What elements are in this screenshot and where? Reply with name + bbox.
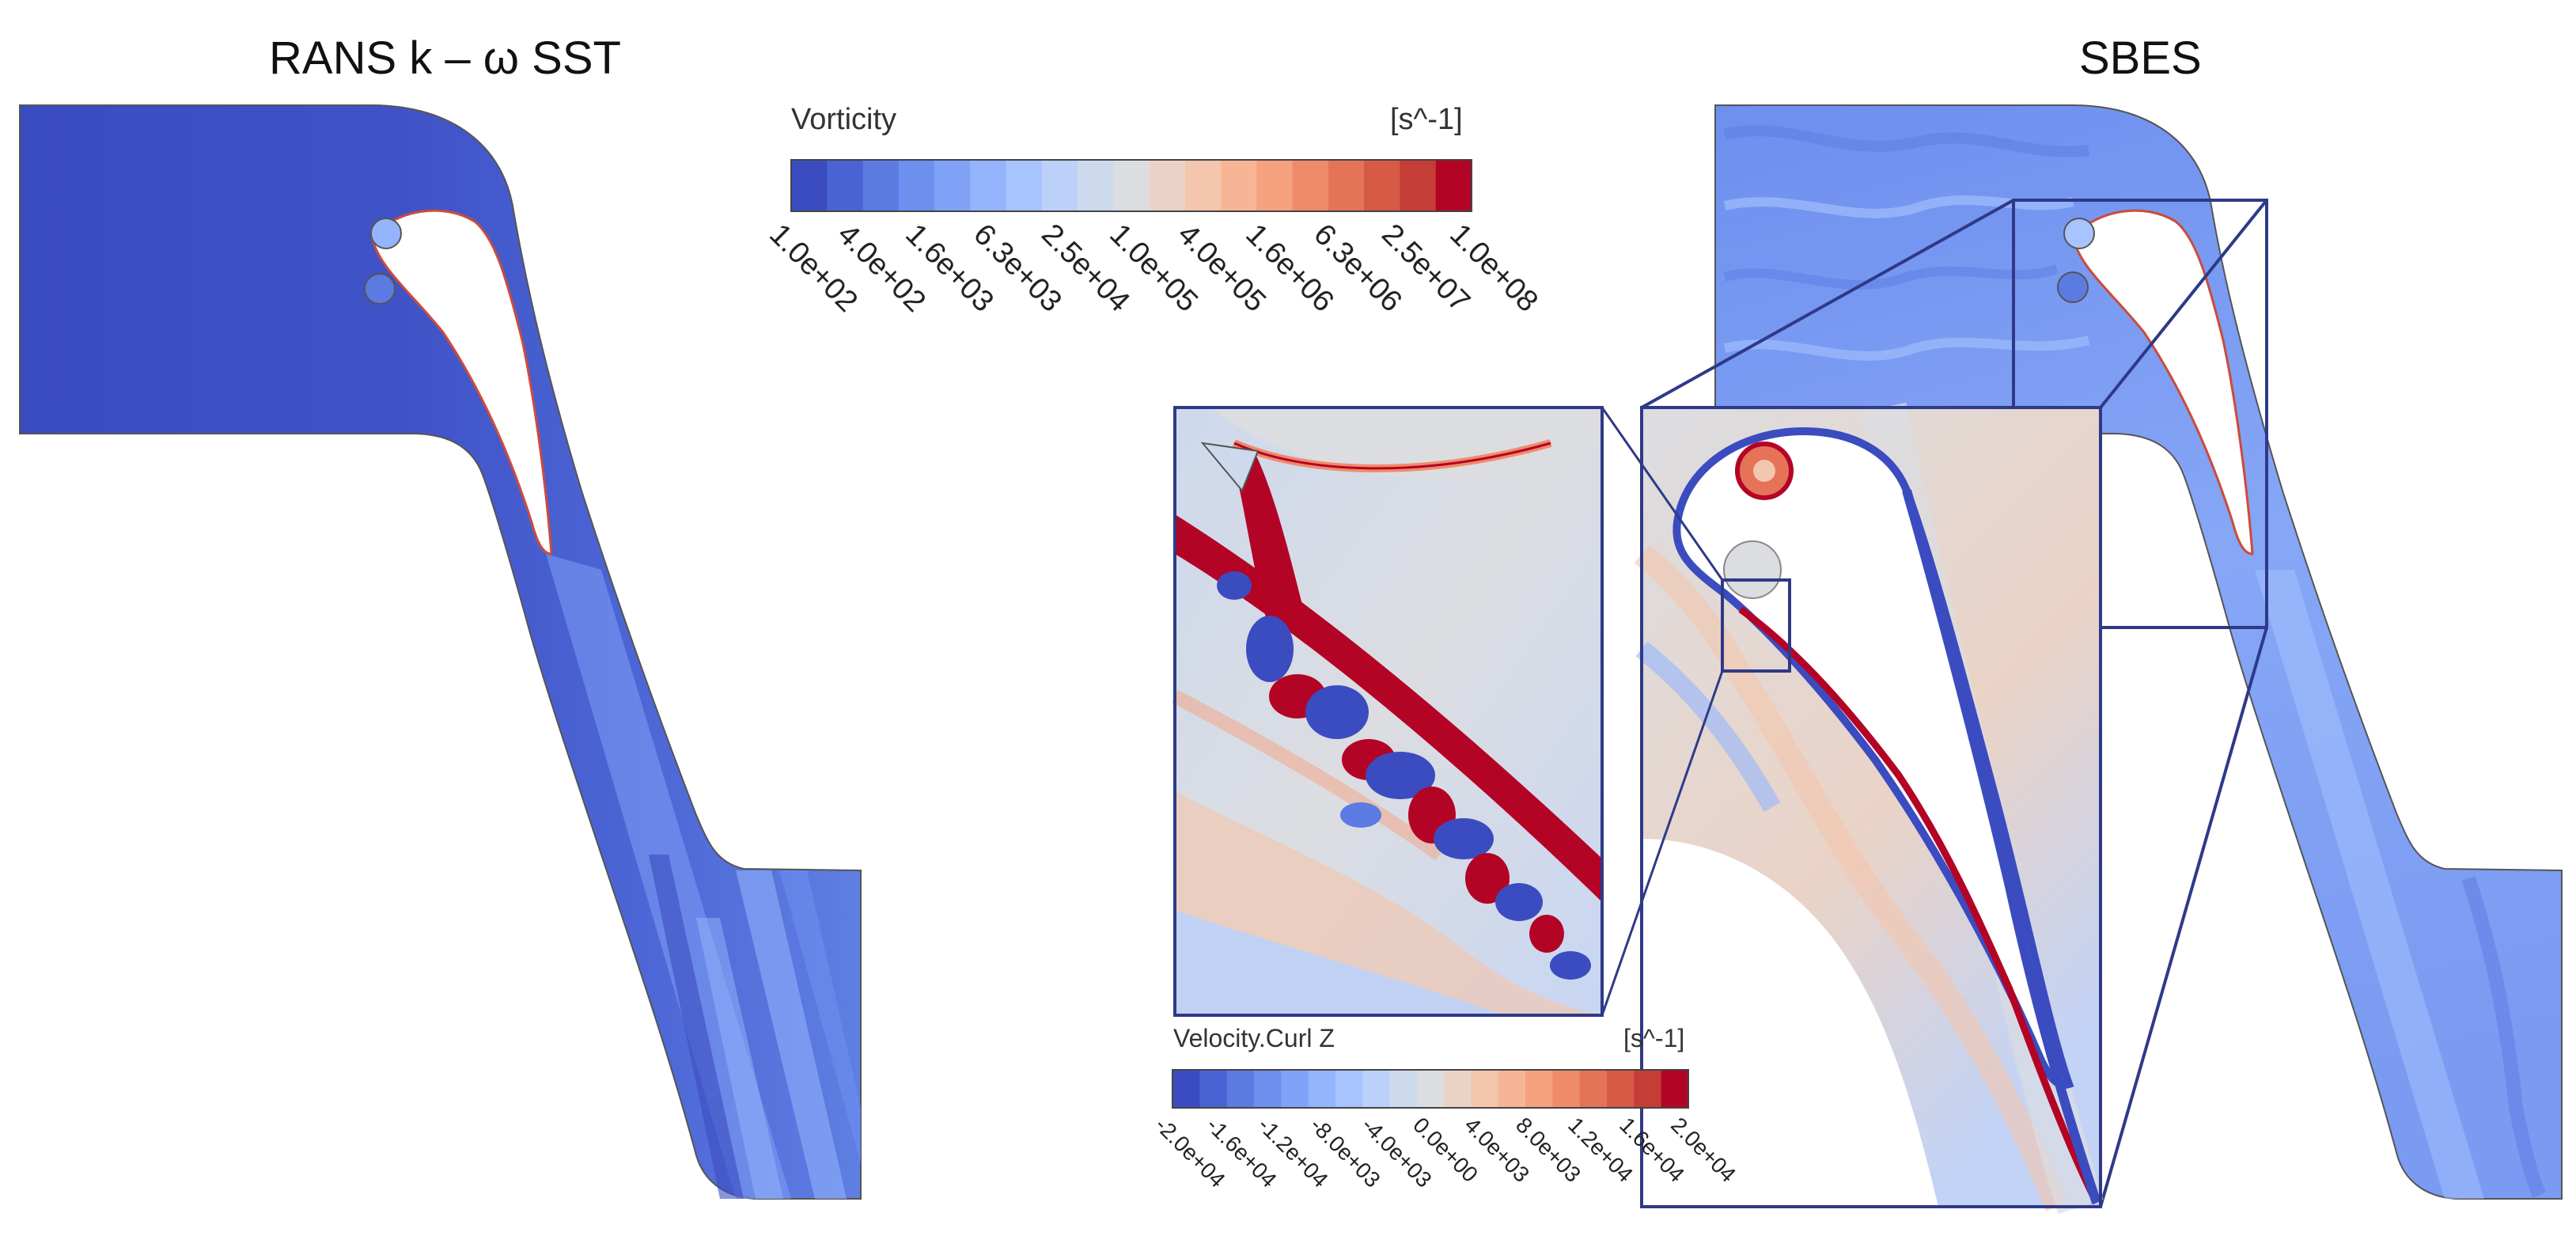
vorticity-colorbar-swatch <box>1184 160 1222 211</box>
vorticity-colorbar-swatch <box>1221 160 1258 211</box>
curl-colorbar <box>1172 1070 1689 1108</box>
vorticity-colorbar-swatch <box>1149 160 1186 211</box>
vorticity-colorbar-swatch <box>1328 160 1365 211</box>
curl-colorbar-swatch <box>1308 1070 1336 1108</box>
vorticity-colorbar-swatch <box>1078 160 1114 211</box>
vorticity-colorbar-swatch <box>1113 160 1150 211</box>
curl-colorbar-swatch <box>1362 1070 1391 1108</box>
curl-colorbar-swatch <box>1661 1070 1689 1108</box>
curl-colorbar-swatch <box>1172 1070 1200 1108</box>
vorticity-colorbar-swatch <box>898 160 935 211</box>
curl-colorbar-swatch <box>1607 1070 1635 1108</box>
rans-panel-title: RANS k – ω SST <box>269 32 621 84</box>
curl-colorbar-swatch <box>1579 1070 1608 1108</box>
vorticity-colorbar-swatch <box>1292 160 1329 211</box>
vorticity-colorbar-unit: [s^-1] <box>1390 103 1463 136</box>
curl-colorbar-swatch <box>1281 1070 1309 1108</box>
vorticity-colorbar-swatch <box>1400 160 1437 211</box>
zoom-blade-detail <box>1601 402 2104 1215</box>
vorticity-colorbar-swatch <box>1256 160 1294 211</box>
vorticity-colorbar-swatch <box>934 160 971 211</box>
curl-colorbar-swatch <box>1335 1070 1363 1108</box>
vorticity-colorbar-swatch <box>1041 160 1078 211</box>
curl-colorbar-swatch <box>1634 1070 1662 1108</box>
curl-colorbar-backing <box>1171 1023 1614 1204</box>
curl-colorbar-swatch <box>1226 1070 1255 1108</box>
vorticity-colorbar-swatch <box>970 160 1007 211</box>
vorticity-colorbar-frame <box>790 159 1472 212</box>
vorticity-colorbar-swatch <box>862 160 900 211</box>
curl-colorbar-frame <box>1172 1069 1689 1109</box>
curl-colorbar-swatch <box>1416 1070 1445 1108</box>
curl-colorbar-swatch <box>1199 1070 1228 1108</box>
shear-layer-eddies <box>1217 571 1591 980</box>
vorticity-colorbar-swatch <box>1435 160 1472 211</box>
curl-colorbar-swatch <box>1444 1070 1472 1108</box>
sbes-vorticity-field <box>1714 104 2563 1200</box>
curl-colorbar-swatch <box>1389 1070 1418 1108</box>
curl-colorbar-swatch <box>1552 1070 1581 1108</box>
vorticity-colorbar-title: Vorticity <box>791 103 897 136</box>
rans-vorticity-field <box>19 104 862 1200</box>
vorticity-colorbar-swatch <box>827 160 864 211</box>
vorticity-colorbar-swatch <box>1006 160 1043 211</box>
vorticity-colorbar <box>791 160 1472 211</box>
vorticity-colorbar-swatch <box>1364 160 1401 211</box>
zoom-shear-layer <box>1171 406 1604 1017</box>
sbes-panel-title: SBES <box>2079 32 2202 84</box>
curl-colorbar-swatch <box>1498 1070 1526 1108</box>
curl-colorbar-unit: [s^-1] <box>1623 1024 1685 1052</box>
curl-colorbar-title: Velocity.Curl Z <box>1173 1024 1335 1052</box>
curl-colorbar-swatch <box>1471 1070 1499 1108</box>
curl-colorbar-swatch <box>1525 1070 1554 1108</box>
zoom-indicators <box>1641 199 2268 1208</box>
vorticity-colorbar-swatch <box>791 160 828 211</box>
curl-colorbar-swatch <box>1253 1070 1282 1108</box>
